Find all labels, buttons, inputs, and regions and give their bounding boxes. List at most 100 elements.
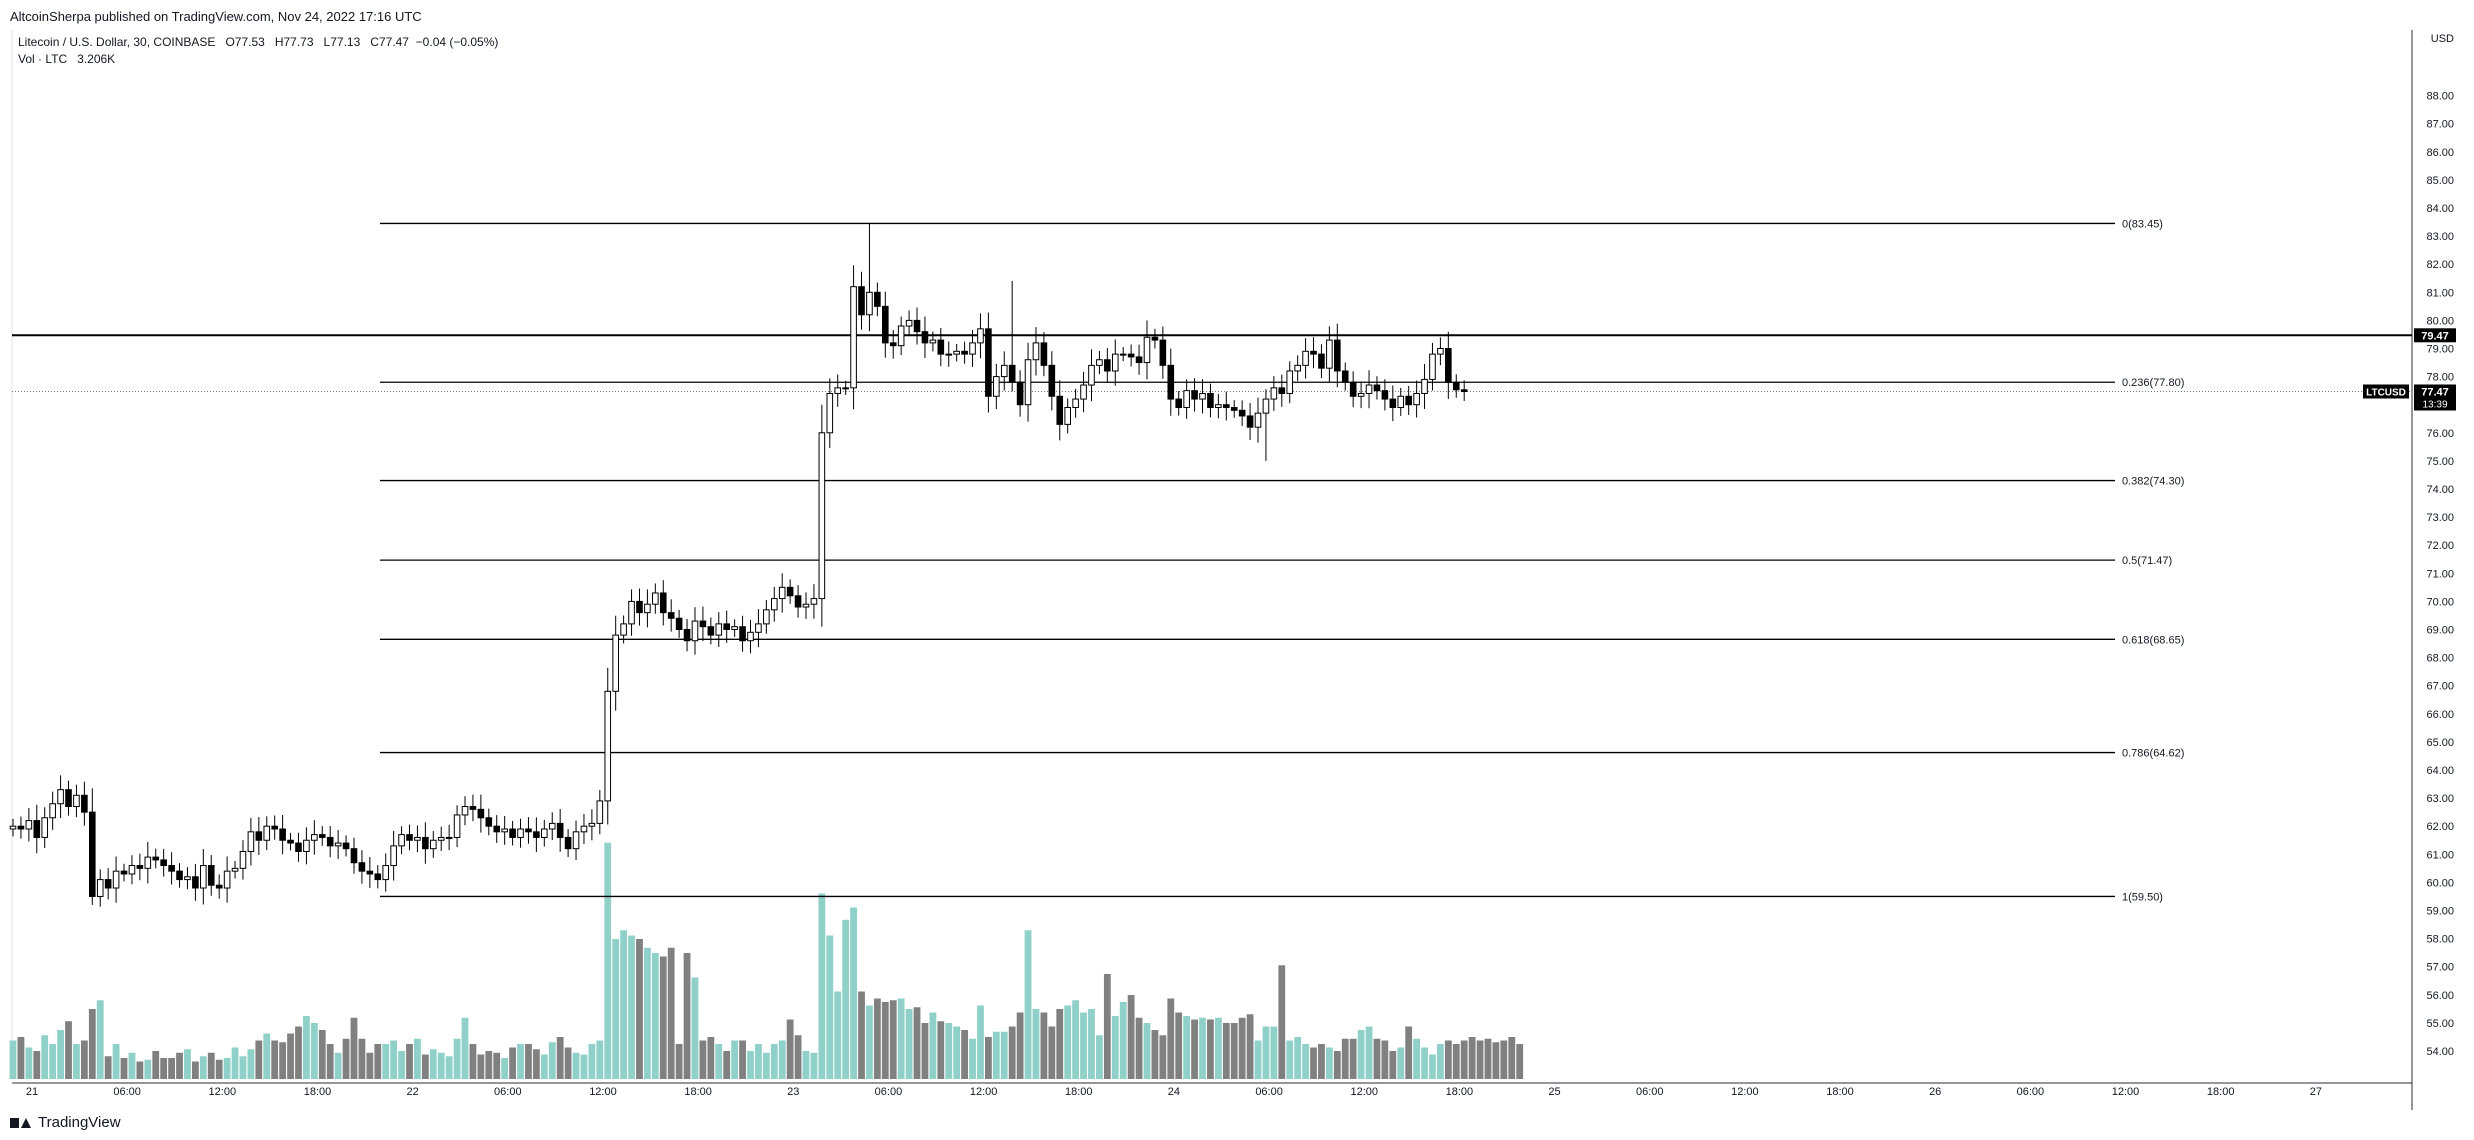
candle-body <box>73 794 80 808</box>
volume-bar <box>548 1042 556 1079</box>
volume-bar <box>1468 1037 1476 1079</box>
candle-body <box>652 592 659 605</box>
x-tick-label: 18:00 <box>684 1086 712 1098</box>
candle-body <box>184 876 191 881</box>
volume-bar <box>485 1051 493 1079</box>
volume-bar <box>88 1009 96 1079</box>
volume-bar <box>818 893 826 1079</box>
candle-body <box>1072 398 1079 409</box>
volume-bar <box>1278 965 1286 1079</box>
volume-bar <box>826 935 834 1079</box>
candle-body <box>1334 339 1341 372</box>
volume-bar <box>755 1044 762 1079</box>
volume-value: 3.206K <box>77 52 116 66</box>
volume-bar <box>1516 1044 1524 1079</box>
volume-bar <box>778 1040 786 1079</box>
volume-bar <box>231 1047 239 1079</box>
candle-body <box>65 789 72 808</box>
volume-bar <box>326 1044 334 1079</box>
candle-body <box>770 598 778 611</box>
volume-bar <box>1318 1044 1325 1079</box>
volume-bar <box>1444 1040 1452 1079</box>
x-tick-label: 26 <box>1929 1086 1941 1098</box>
candle-body <box>763 609 770 625</box>
candle-body <box>564 836 572 850</box>
candle-body <box>398 834 405 847</box>
candle-body <box>636 600 643 614</box>
volume-bar <box>1286 1040 1294 1079</box>
candle-body <box>874 291 881 307</box>
candle-body <box>311 834 318 841</box>
volume-bar <box>969 1038 976 1079</box>
currency-label: USD <box>2431 33 2454 45</box>
y-tick-label: 61.00 <box>2426 849 2454 861</box>
candle-body <box>659 592 667 614</box>
volume-bar <box>342 1038 350 1079</box>
candle-body <box>1032 342 1040 361</box>
candle-body <box>1135 356 1143 364</box>
volume-bar <box>1096 1035 1103 1079</box>
volume-bar <box>1032 1009 1040 1079</box>
volume-bar <box>1270 1026 1278 1079</box>
candle-body <box>239 850 247 869</box>
candle-body <box>1445 348 1452 383</box>
volume-bar <box>667 947 675 1079</box>
candle-body <box>699 620 707 628</box>
volume-bar <box>382 1044 390 1079</box>
y-tick-label: 80.00 <box>2426 315 2454 327</box>
volume-bar <box>889 1000 897 1079</box>
volume-bar <box>1135 1017 1143 1079</box>
volume-bar <box>33 1051 41 1079</box>
volume-bar <box>1016 1012 1024 1079</box>
candle-body <box>231 867 239 872</box>
candle-body <box>1373 384 1381 392</box>
volume-bar <box>406 1044 413 1079</box>
candle-body <box>747 631 754 642</box>
volume-bar <box>858 991 865 1079</box>
candle-body <box>1024 359 1032 406</box>
candle-body <box>802 603 810 608</box>
x-tick-label: 06:00 <box>1255 1086 1283 1098</box>
volume-row: Vol · LTC 3.206K <box>18 51 498 68</box>
volume-bar <box>1230 1023 1238 1079</box>
candle-body <box>41 817 49 838</box>
candle-body <box>382 865 390 881</box>
volume-bar <box>374 1044 382 1079</box>
tradingview-footer: TradingView <box>10 1114 121 1131</box>
candle-body <box>1302 350 1309 366</box>
volume-bar <box>1500 1040 1508 1079</box>
candle-body <box>556 822 564 838</box>
candle-body <box>826 392 834 434</box>
x-tick-label: 06:00 <box>113 1086 141 1098</box>
candle-body <box>755 623 762 633</box>
volume-bar <box>588 1044 596 1079</box>
volume-bar <box>921 1023 929 1079</box>
close-value: 77.47 <box>378 35 409 49</box>
candle-body <box>1016 381 1024 406</box>
volume-bar <box>271 1040 279 1079</box>
candle-body <box>1008 364 1016 383</box>
candle-body <box>1175 398 1183 409</box>
x-tick-label: 12:00 <box>209 1086 237 1098</box>
volume-bar <box>295 1026 302 1079</box>
candle-body <box>1143 336 1151 364</box>
x-tick-label: 06:00 <box>875 1086 903 1098</box>
volume-bar <box>1460 1040 1468 1079</box>
candle-body <box>866 291 873 316</box>
volume-bar <box>1341 1038 1349 1079</box>
x-tick-label: 18:00 <box>2207 1086 2235 1098</box>
volume-bar <box>747 1051 754 1079</box>
x-tick-label: 24 <box>1168 1086 1180 1098</box>
candle-body <box>57 789 64 805</box>
candle-body <box>461 806 469 816</box>
volume-bar <box>49 1044 57 1079</box>
y-tick-label: 82.00 <box>2426 259 2454 271</box>
candle-body <box>913 319 921 333</box>
tradingview-logo-icon <box>10 1116 32 1130</box>
fib-level-label: 0(83.45) <box>2122 218 2163 230</box>
volume-bar <box>842 919 850 1079</box>
y-tick-label: 56.00 <box>2426 990 2454 1002</box>
candle-body <box>485 817 493 827</box>
y-tick-label: 64.00 <box>2426 765 2454 777</box>
